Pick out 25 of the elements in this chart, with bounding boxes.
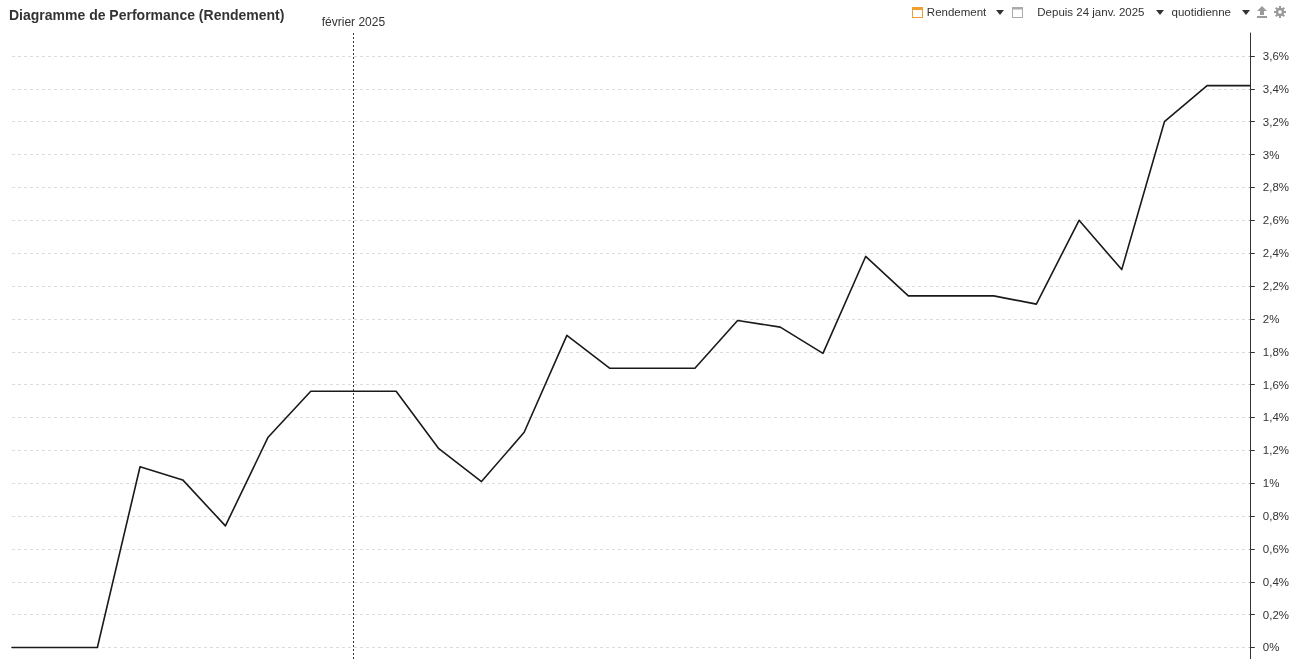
x-tick-label: février 2025 bbox=[321, 15, 386, 29]
y-tick-label: 0% bbox=[1262, 641, 1280, 654]
text: quotidienne bbox=[1171, 6, 1231, 18]
y-tick-label: 3,6% bbox=[1262, 50, 1290, 62]
y-tick-label: 2,4% bbox=[1262, 247, 1290, 260]
y-tick-label: 2,8% bbox=[1262, 181, 1290, 194]
y-tick-label: 1,4% bbox=[1262, 411, 1290, 424]
y-tick-label: 3% bbox=[1262, 148, 1280, 161]
line-series bbox=[11, 84, 1251, 649]
y-tick-label: 0,6% bbox=[1262, 542, 1290, 555]
text: Depuis 24 janv. 2025 bbox=[1037, 6, 1145, 18]
y-tick-label: 2,6% bbox=[1262, 214, 1290, 227]
y-tick-label: 0,8% bbox=[1262, 510, 1290, 523]
y-tick-label: 2% bbox=[1262, 312, 1280, 325]
y-tick-label: 1% bbox=[1262, 477, 1280, 490]
y-tick-label: 1,6% bbox=[1262, 378, 1290, 391]
y-tick-label: 1,8% bbox=[1262, 345, 1290, 358]
y-tick-label: 2,2% bbox=[1262, 280, 1290, 293]
text: Rendement bbox=[926, 6, 987, 18]
y-tick-label: 0,4% bbox=[1262, 575, 1290, 588]
y-tick-label: 3,2% bbox=[1262, 115, 1290, 128]
y-tick-label: 3,4% bbox=[1262, 82, 1290, 95]
y-tick-label: 0,2% bbox=[1262, 608, 1290, 621]
chart-title: Diagramme de Performance (Rendement) bbox=[9, 7, 285, 23]
y-tick-label: 1,2% bbox=[1262, 444, 1290, 457]
